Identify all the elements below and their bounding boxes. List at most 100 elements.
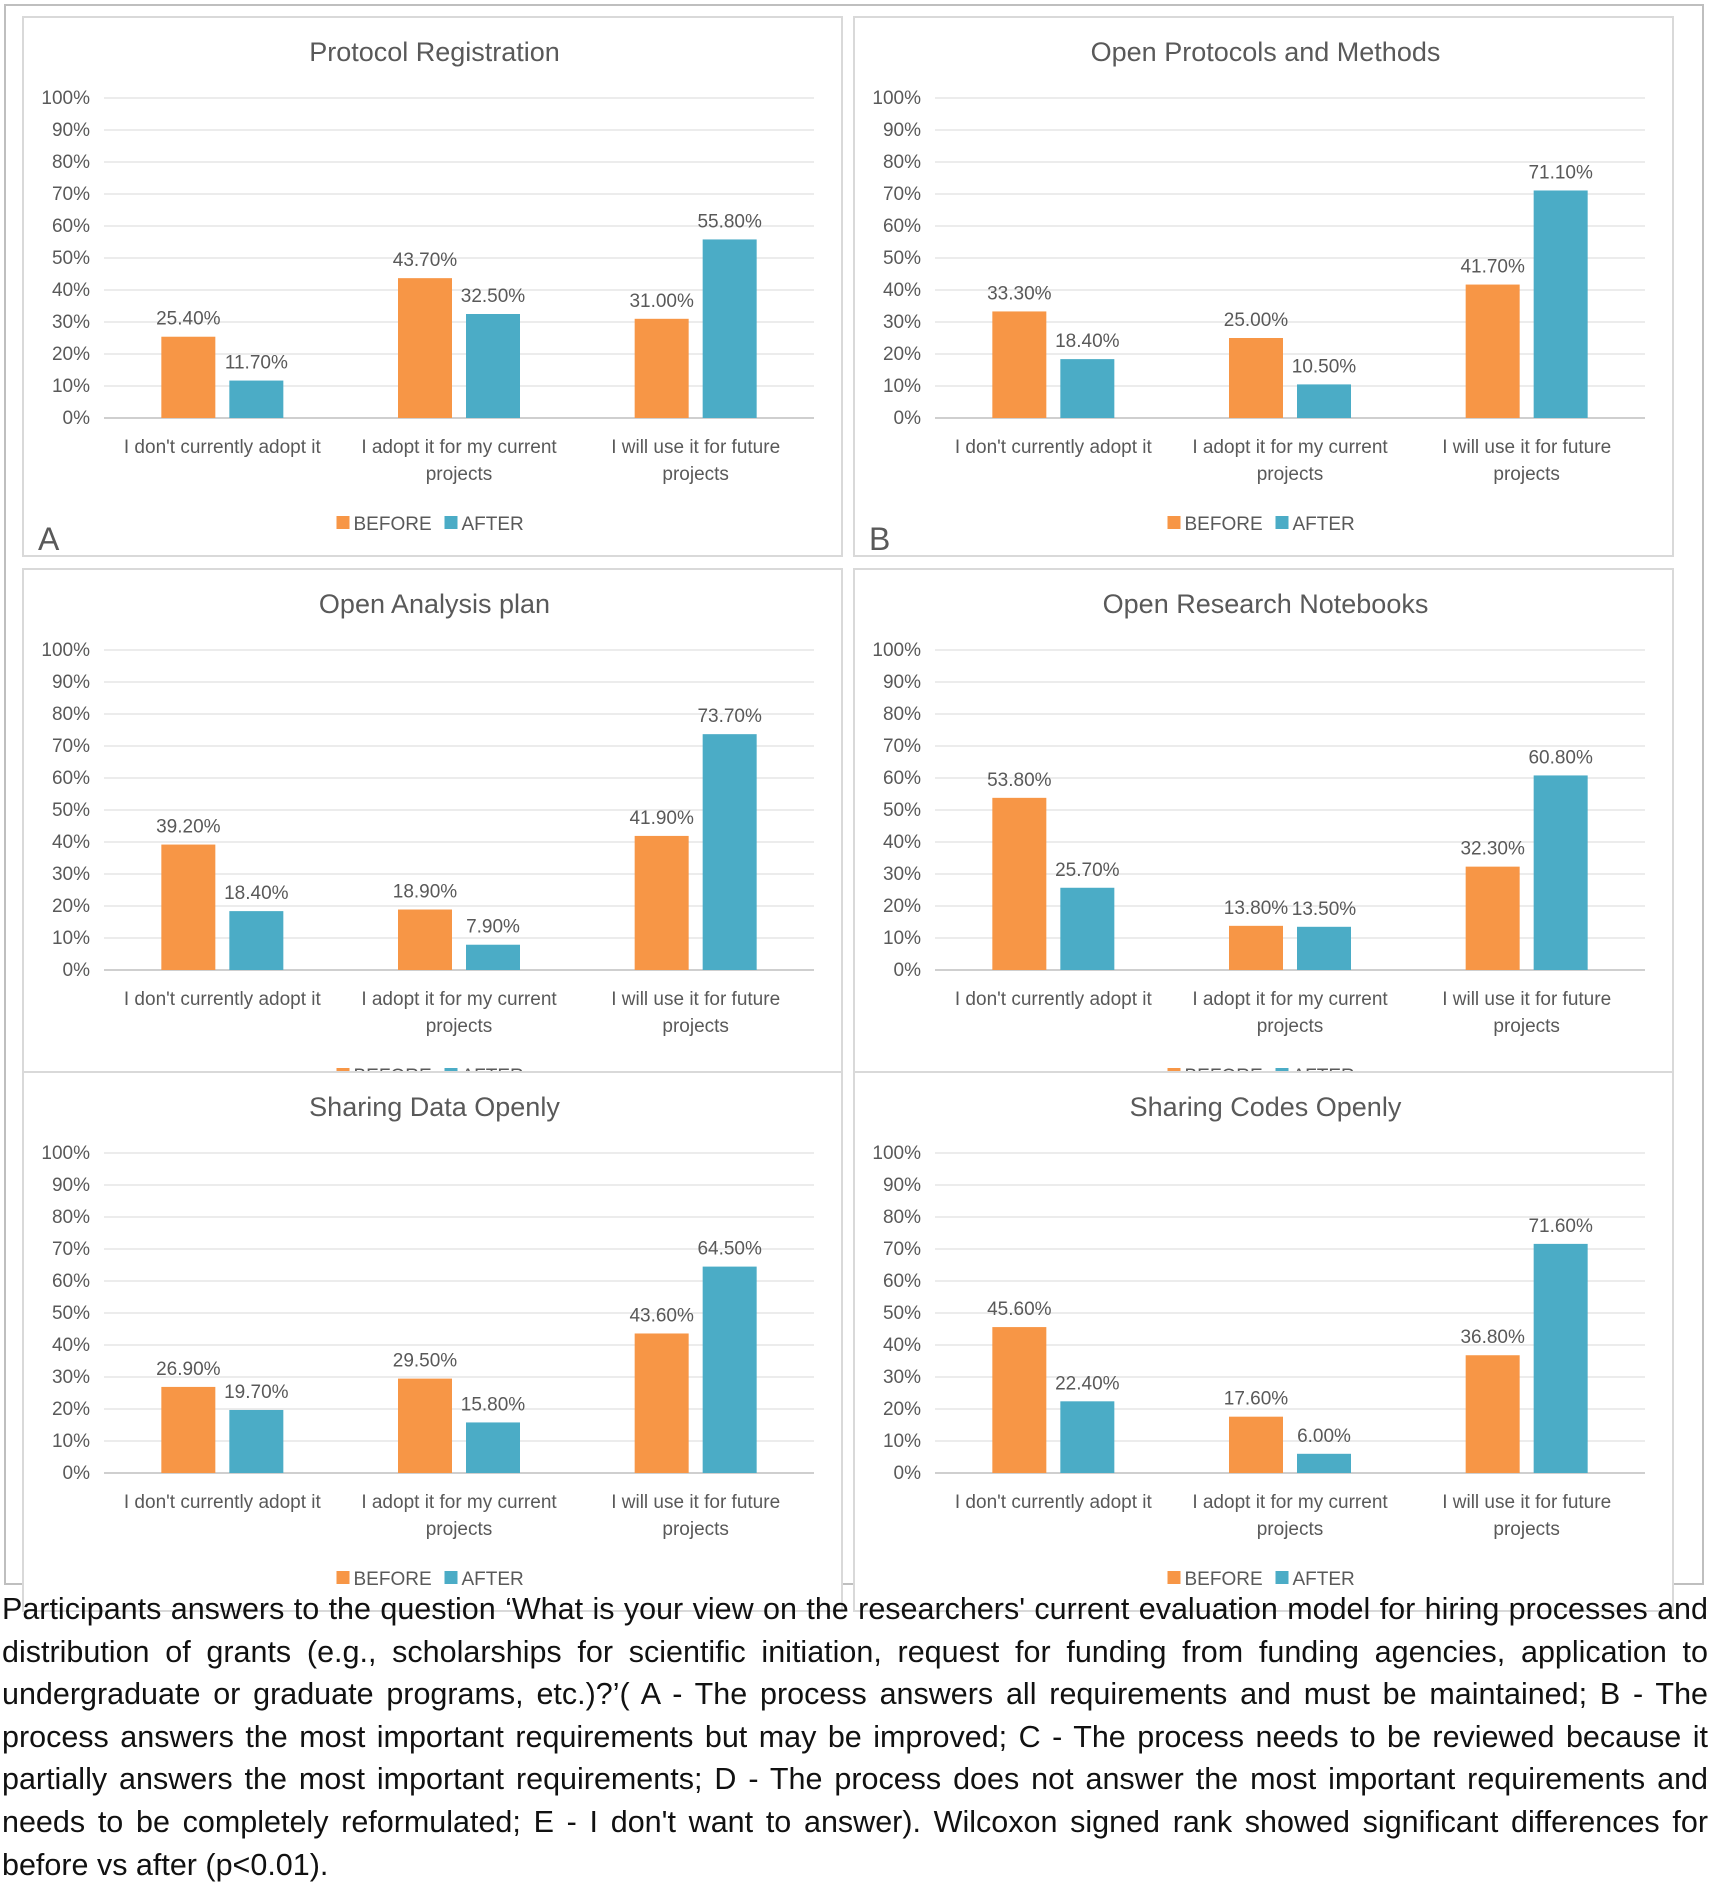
bar-after — [466, 314, 520, 418]
y-tick-label: 10% — [883, 1431, 921, 1452]
x-tick-label: I adopt it for my current projects — [1192, 989, 1388, 1037]
y-tick-label: 20% — [52, 344, 90, 365]
legend-swatch-after — [1275, 1571, 1289, 1584]
bar-after — [1060, 359, 1115, 418]
bar-before — [161, 1386, 216, 1473]
data-label-before: 45.60% — [987, 1299, 1052, 1320]
data-label-before: 25.40% — [156, 309, 221, 330]
figure-caption: Participants answers to the question ‘Wh… — [2, 1592, 1708, 1882]
data-label-before: 41.70% — [1460, 257, 1525, 278]
y-tick-label: 60% — [52, 216, 90, 237]
y-tick-label: 40% — [52, 280, 90, 301]
bar-before — [1465, 866, 1520, 970]
y-tick-label: 30% — [52, 312, 90, 333]
y-tick-label: 100% — [872, 640, 921, 661]
chart-title: Open Analysis plan — [319, 589, 550, 619]
bar-before — [1465, 1355, 1520, 1473]
data-label-before: 26.90% — [156, 1359, 221, 1380]
chart-svg: Sharing Codes Openly 0% 10% 20% 30% 40% 50% 60%… — [872, 1092, 1645, 1590]
data-label-after: 60.80% — [1528, 747, 1593, 768]
panel-open-protocols-methods: Open Protocols and Methods 0% 10% 20% 30% 40%… — [853, 16, 1674, 557]
y-tick-label: 0% — [63, 1463, 91, 1484]
legend-label-before: BEFORE — [1185, 514, 1263, 535]
bar-before — [634, 835, 689, 970]
data-label-after: 32.50% — [461, 286, 526, 307]
panel-open-research-notebooks: Open Research Notebooks 0% 10% 20% 30% 40% 50%… — [853, 568, 1674, 1109]
chart-svg: Open Analysis plan 0% 10% 20% 30% 40% 50% 60% 70… — [38, 589, 814, 1109]
chart-title: Sharing Codes Openly — [1130, 1092, 1402, 1122]
y-tick-label: 40% — [883, 1335, 921, 1356]
y-tick-label: 90% — [52, 672, 90, 693]
y-tick-label: 60% — [883, 1271, 921, 1292]
bar-after — [702, 734, 757, 970]
y-tick-label: 20% — [883, 896, 921, 917]
data-label-after: 11.70% — [225, 353, 288, 374]
y-tick-label: 70% — [883, 1239, 921, 1260]
y-tick-label: 30% — [52, 1367, 90, 1388]
data-label-after: 7.90% — [466, 917, 520, 938]
panel-sharing-data-openly: Sharing Data Openly 0% 10% 20% 30% 40% 50% 60% 7… — [22, 1071, 843, 1612]
data-label-before: 32.30% — [1460, 839, 1525, 860]
y-tick-label: 60% — [52, 768, 90, 789]
legend-swatch-after — [444, 516, 458, 529]
y-tick-label: 70% — [883, 736, 921, 757]
y-tick-label: 70% — [52, 184, 90, 205]
data-label-after: 73.70% — [697, 706, 762, 727]
y-tick-label: 80% — [883, 1207, 921, 1228]
y-tick-label: 50% — [52, 800, 90, 821]
chart-title: Protocol Registration — [309, 37, 560, 67]
y-tick-label: 40% — [883, 832, 921, 853]
legend-swatch-before — [336, 1571, 350, 1584]
bar-after — [229, 911, 284, 970]
y-tick-label: 30% — [883, 1367, 921, 1388]
y-tick-label: 0% — [894, 1463, 922, 1484]
x-tick-label: I don't currently adopt it — [955, 437, 1153, 458]
legend-label-after: AFTER — [462, 1569, 524, 1590]
panel-protocol-registration: Protocol Registration 0% 10% 20% 30% 40% 50% 60… — [22, 16, 843, 557]
y-tick-label: 80% — [52, 704, 90, 725]
y-tick-label: 100% — [41, 1143, 90, 1164]
x-tick-label: I adopt it for my current projects — [1192, 437, 1388, 485]
y-tick-label: 80% — [52, 1207, 90, 1228]
bar-before — [1229, 338, 1283, 418]
data-label-after: 19.70% — [224, 1382, 289, 1403]
y-tick-label: 90% — [883, 1175, 921, 1196]
y-tick-label: 100% — [41, 88, 90, 109]
data-label-before: 43.70% — [393, 250, 458, 271]
y-tick-label: 50% — [883, 800, 921, 821]
panel-letter: A — [38, 521, 60, 557]
y-tick-label: 20% — [52, 1399, 90, 1420]
bar-before — [1465, 284, 1520, 418]
bar-after — [1297, 926, 1351, 970]
legend-swatch-after — [1275, 516, 1289, 529]
bar-before — [1229, 1416, 1283, 1473]
data-label-after: 13.50% — [1292, 899, 1357, 920]
bar-after — [1533, 1243, 1588, 1473]
x-tick-label: I will use it for future projects — [611, 1492, 780, 1540]
bar-after — [466, 944, 520, 970]
bar-before — [398, 1378, 452, 1473]
y-tick-label: 0% — [894, 408, 922, 429]
y-tick-label: 70% — [883, 184, 921, 205]
y-tick-label: 0% — [894, 960, 922, 981]
y-tick-label: 60% — [883, 216, 921, 237]
y-tick-label: 70% — [52, 1239, 90, 1260]
y-tick-label: 0% — [63, 408, 91, 429]
data-label-after: 15.80% — [461, 1394, 526, 1415]
panel-letter: B — [869, 521, 890, 557]
chart-title: Open Protocols and Methods — [1091, 37, 1441, 67]
data-label-before: 33.30% — [987, 283, 1052, 304]
bar-after — [1297, 384, 1351, 418]
data-label-before: 53.80% — [987, 770, 1052, 791]
bar-before — [161, 844, 216, 970]
y-tick-label: 100% — [872, 88, 921, 109]
chart-svg: Open Research Notebooks 0% 10% 20% 30% 40% 50%… — [869, 589, 1645, 1109]
data-label-before: 25.00% — [1224, 310, 1289, 331]
bar-before — [992, 797, 1047, 970]
data-label-before: 39.20% — [156, 817, 221, 838]
data-label-after: 25.70% — [1055, 860, 1120, 881]
chart-title: Sharing Data Openly — [309, 1092, 560, 1122]
legend-label-after: AFTER — [1293, 1569, 1355, 1590]
y-tick-label: 20% — [883, 1399, 921, 1420]
bar-before — [161, 336, 216, 418]
